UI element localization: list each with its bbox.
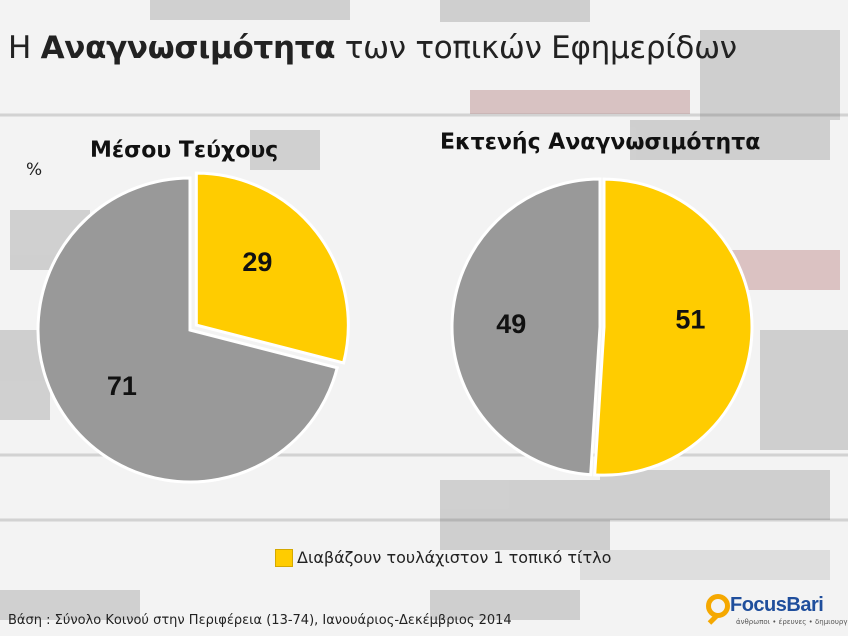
pie1-label-1: 29 — [242, 247, 272, 277]
pie2-label-2: 49 — [496, 309, 526, 339]
title-suffix: των τοπικών Εφημερίδων — [335, 30, 737, 66]
legend: Διαβάζουν τουλάχιστον 1 τοπικό τίτλο — [275, 548, 611, 567]
logo-tagline: άνθρωποι • έρευνες • δημιουργία — [736, 618, 848, 626]
logo-name: FocusBari — [730, 594, 824, 616]
pie1-slice-2 — [36, 176, 340, 484]
chart-title-mesou-tefxous: Μέσου Τεύχους — [90, 138, 279, 163]
pie1-label-2: 71 — [107, 371, 137, 401]
legend-label: Διαβάζουν τουλάχιστον 1 τοπικό τίτλο — [297, 548, 612, 567]
legend-swatch — [275, 548, 293, 567]
magnifier-handle — [707, 614, 719, 625]
title-emphasis: Αναγνωσιμότητα — [40, 30, 336, 66]
title-prefix: Η — [8, 30, 41, 66]
base-note: Βάση : Σύνολο Κοινού στην Περιφέρεια (13… — [8, 613, 512, 628]
chart-title-ektenis: Εκτενής Αναγνωσιμότητα — [440, 130, 761, 155]
pie2-slice-1 — [593, 177, 754, 477]
pie2-label-1: 51 — [675, 305, 705, 335]
unit-label: % — [26, 160, 43, 180]
magnifier-icon — [706, 594, 730, 618]
focusbari-logo: FocusBari άνθρωποι • έρευνες • δημιουργί… — [706, 592, 848, 632]
pie1-slice-1 — [194, 171, 350, 365]
pie2-slice-2 — [450, 177, 602, 477]
page-title: Η Αναγνωσιμότητα των τοπικών Εφημερίδων — [8, 30, 737, 66]
